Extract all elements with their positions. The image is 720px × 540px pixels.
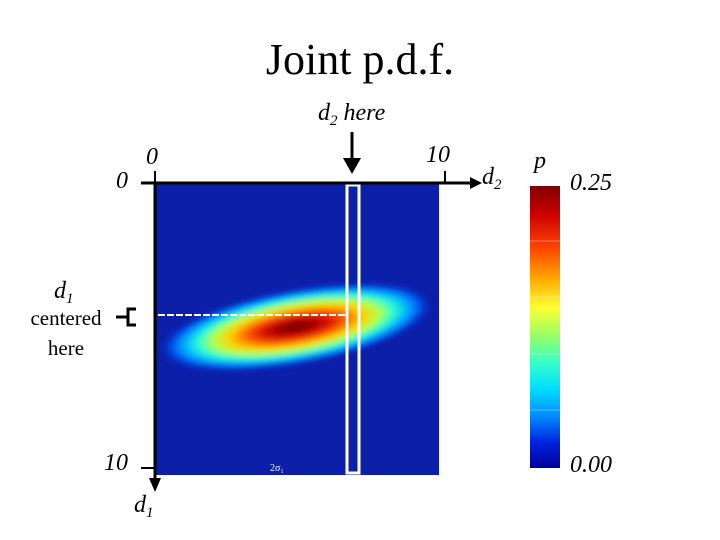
d2-axis-name-base: d: [482, 164, 494, 190]
d1-axis-arrow: [149, 478, 161, 492]
d1-axis-name: d1: [134, 492, 154, 522]
d2-marker-suffix: here: [337, 100, 386, 126]
d1-marker-label: d1: [54, 278, 74, 308]
d1-marker-text: centered here: [14, 303, 118, 363]
d1-axis-end: 10: [104, 450, 128, 476]
d2-column-highlight: [345, 183, 361, 475]
d1-marker-sub: 1: [66, 291, 74, 307]
d2-axis-end: 10: [426, 142, 450, 168]
d2-marker-arrow-head: [343, 158, 361, 174]
colorbar-gridlines: [530, 240, 560, 411]
d2-axis-arrow: [470, 177, 482, 189]
d1-marker-line1: centered: [30, 306, 102, 330]
d1-bracket: [126, 307, 136, 327]
page-title: Joint p.d.f.: [265, 35, 455, 84]
colorbar: [530, 186, 560, 468]
d1-marker-base: d: [54, 278, 66, 304]
d2-axis-name: d2: [482, 164, 502, 194]
d1-axis-name-base: d: [134, 492, 146, 518]
d2-marker-base: d: [318, 100, 330, 126]
d1-marker-line2: here: [47, 336, 85, 360]
colorbar-label: p: [534, 148, 546, 174]
d1-axis-start: 0: [116, 168, 128, 194]
colorbar-min: 0.00: [570, 452, 612, 478]
pdf-peak: [157, 282, 435, 372]
sigma-label: 2σ₁: [270, 463, 284, 474]
d2-marker-sub: 2: [330, 113, 338, 129]
d2-axis-name-sub: 2: [494, 177, 502, 193]
colorbar-max: 0.25: [570, 170, 612, 196]
d2-axis-start: 0: [146, 144, 158, 170]
d2-marker-label: d2 here: [318, 100, 385, 130]
d1-axis-name-sub: 1: [146, 505, 154, 521]
